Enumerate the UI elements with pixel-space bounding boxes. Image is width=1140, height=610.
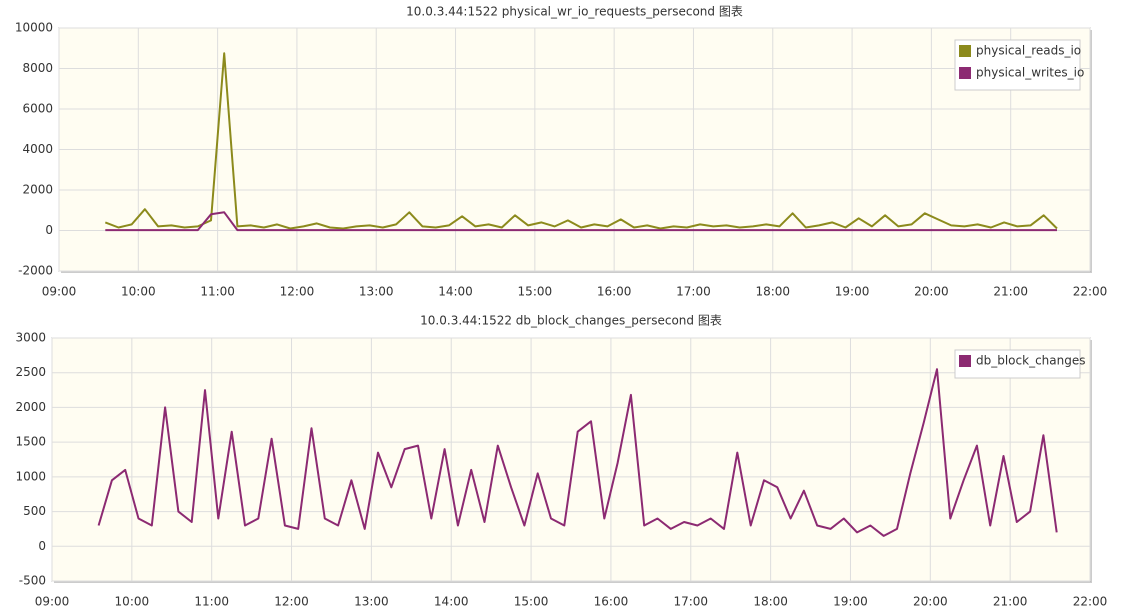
x-tick-label: 12:00: [280, 285, 315, 299]
x-tick-label: 22:00: [1073, 285, 1108, 299]
data-line: [105, 211, 1057, 232]
y-tick-label: 0: [38, 539, 46, 553]
x-tick-label: 16:00: [597, 285, 632, 299]
y-tick-label: 2000: [22, 183, 53, 197]
x-tick-label: 22:00: [1073, 595, 1108, 609]
y-tick-label: 10000: [15, 21, 53, 35]
x-tick-label: 18:00: [755, 285, 790, 299]
plot-area: [51, 337, 1091, 582]
x-tick-label: 10:00: [121, 285, 156, 299]
x-tick-label: 16:00: [594, 595, 629, 609]
x-tick-label: 20:00: [913, 595, 948, 609]
x-tick-label: 15:00: [518, 285, 553, 299]
legend-swatch: [959, 67, 971, 79]
x-tick-label: 14:00: [438, 285, 473, 299]
y-tick-label: -2000: [18, 264, 53, 278]
legend-label: physical_reads_io: [976, 44, 1081, 58]
legend-box: [954, 39, 1081, 91]
y-tick-label: 500: [23, 504, 46, 518]
x-tick-label: 12:00: [274, 595, 309, 609]
y-tick-label: 2500: [15, 365, 46, 379]
y-tick-label: 1000: [15, 469, 46, 483]
x-tick-label: 17:00: [673, 595, 708, 609]
x-tick-label: 11:00: [200, 285, 235, 299]
x-tick-label: 09:00: [42, 285, 77, 299]
x-tick-label: 17:00: [676, 285, 711, 299]
data-line: [104, 52, 1058, 230]
x-tick-label: 13:00: [359, 285, 394, 299]
x-tick-label: 21:00: [993, 285, 1028, 299]
x-tick-label: 14:00: [434, 595, 469, 609]
legend-swatch: [959, 45, 971, 57]
y-tick-label: -500: [19, 574, 46, 588]
x-tick-label: 11:00: [194, 595, 229, 609]
chart-title: 10.0.3.44:1522 physical_wr_io_requests_p…: [406, 5, 743, 19]
x-tick-label: 19:00: [835, 285, 870, 299]
y-tick-label: 4000: [22, 142, 53, 156]
legend-swatch: [959, 355, 971, 367]
chart-title: 10.0.3.44:1522 db_block_changes_persecon…: [420, 314, 722, 328]
x-tick-label: 09:00: [35, 595, 70, 609]
x-tick-label: 10:00: [115, 595, 150, 609]
x-tick-label: 20:00: [914, 285, 949, 299]
legend-label: db_block_changes: [976, 354, 1086, 368]
x-tick-label: 13:00: [354, 595, 389, 609]
legend-label: physical_writes_io: [976, 66, 1084, 80]
x-tick-label: 21:00: [993, 595, 1028, 609]
y-tick-label: 1500: [15, 435, 46, 449]
y-tick-label: 0: [45, 223, 53, 237]
y-tick-label: 2000: [15, 400, 46, 414]
data-line: [97, 368, 1058, 537]
x-tick-label: 18:00: [753, 595, 788, 609]
y-tick-label: 6000: [22, 102, 53, 116]
y-tick-label: 3000: [15, 331, 46, 345]
y-tick-label: 8000: [22, 61, 53, 75]
x-tick-label: 19:00: [833, 595, 868, 609]
x-tick-label: 15:00: [514, 595, 549, 609]
legend-box: [954, 349, 1081, 379]
